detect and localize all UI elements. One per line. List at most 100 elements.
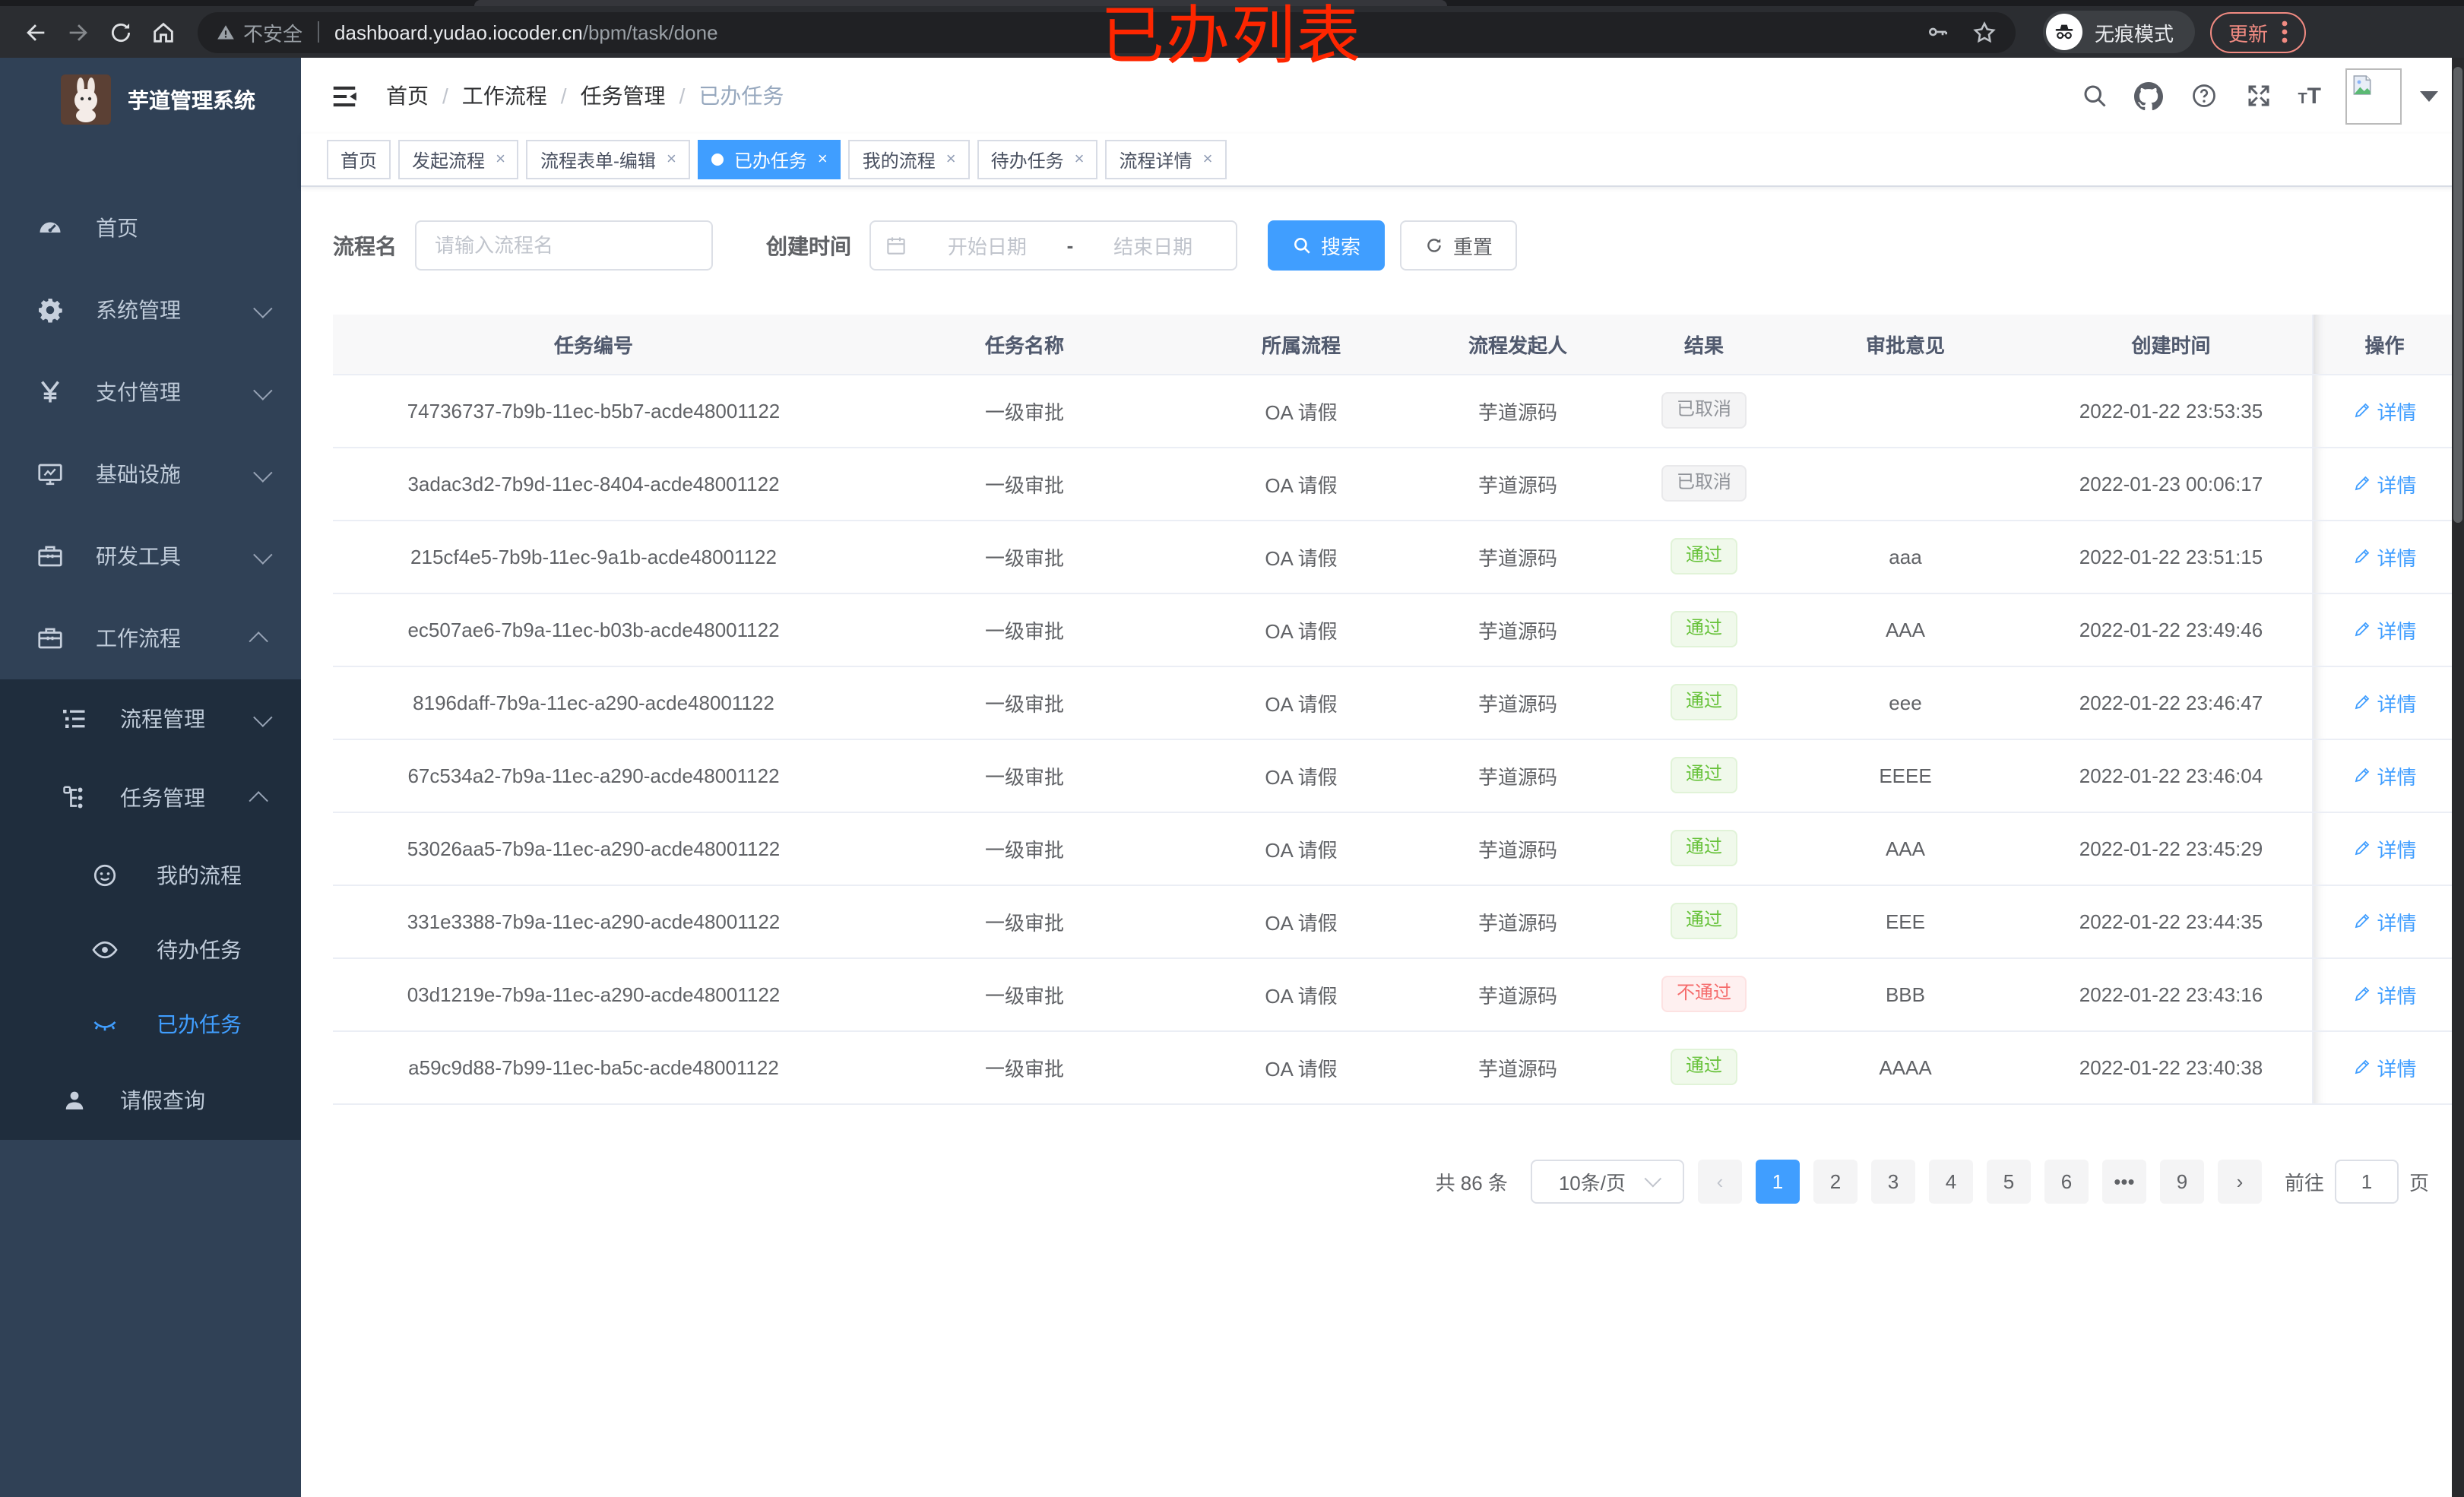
detail-link[interactable]: 详情 bbox=[2352, 396, 2417, 425]
chevron-up-icon bbox=[249, 631, 268, 650]
close-icon[interactable]: × bbox=[1074, 150, 1085, 168]
avatar[interactable] bbox=[2345, 68, 2402, 124]
sidebar-item-system[interactable]: 系统管理 bbox=[0, 269, 301, 351]
detail-link[interactable]: 详情 bbox=[2352, 834, 2417, 862]
sidebar-item-label: 基础设施 bbox=[96, 462, 181, 486]
sidebar-item-pay[interactable]: 支付管理 bbox=[0, 351, 301, 433]
sidebar-item-dev[interactable]: 研发工具 bbox=[0, 515, 301, 597]
sidebar-item-leave-query[interactable]: 请假查询 bbox=[0, 1061, 301, 1140]
breadcrumb: 首页 / 工作流程 / 任务管理 / 已办任务 bbox=[386, 81, 784, 111]
breadcrumb-item[interactable]: 工作流程 bbox=[461, 84, 547, 108]
tag-todo-task[interactable]: 待办任务 × bbox=[977, 140, 1098, 179]
detail-link[interactable]: 详情 bbox=[2352, 542, 2417, 571]
page-button-9[interactable]: 9 bbox=[2159, 1159, 2204, 1203]
sidebar-item-infra[interactable]: 基础设施 bbox=[0, 433, 301, 515]
sidebar-item-workflow[interactable]: 工作流程 bbox=[0, 597, 301, 679]
cell-comment: eee bbox=[1780, 666, 2031, 739]
sidebar-toggle-icon[interactable] bbox=[327, 79, 360, 112]
page-button-5[interactable]: 5 bbox=[1986, 1159, 2031, 1203]
search-icon[interactable] bbox=[2079, 81, 2109, 111]
key-icon[interactable] bbox=[1926, 20, 1950, 44]
scrollbar[interactable] bbox=[2452, 58, 2464, 1497]
cell-comment: AAA bbox=[1780, 812, 2031, 885]
close-icon[interactable]: × bbox=[1202, 150, 1213, 168]
reset-button-label: 重置 bbox=[1453, 236, 1493, 258]
cell-created: 2022-01-22 23:46:04 bbox=[2031, 739, 2312, 812]
detail-link[interactable]: 详情 bbox=[2352, 688, 2417, 717]
close-icon[interactable]: × bbox=[666, 150, 676, 168]
close-icon[interactable]: × bbox=[945, 150, 956, 168]
table-row: 215cf4e5-7b9b-11ec-9a1b-acde48001122 一级审… bbox=[333, 520, 2456, 593]
search-button[interactable]: 搜索 bbox=[1268, 220, 1386, 271]
cell-comment: EEE bbox=[1780, 885, 2031, 958]
sidebar-item-my-process[interactable]: 我的流程 bbox=[0, 837, 301, 912]
tag-my-process[interactable]: 我的流程 × bbox=[848, 140, 970, 179]
home-icon[interactable] bbox=[143, 12, 182, 52]
close-icon[interactable]: × bbox=[496, 150, 505, 168]
scrollbar-thumb[interactable] bbox=[2453, 67, 2462, 523]
cell-starter: 芋道源码 bbox=[1408, 885, 1628, 958]
font-size-icon[interactable]: TT bbox=[2298, 83, 2321, 109]
fullscreen-icon[interactable] bbox=[2243, 81, 2273, 111]
page-button-3[interactable]: 3 bbox=[1870, 1159, 1915, 1203]
goto-page-input[interactable] bbox=[2334, 1159, 2399, 1203]
cell-comment: EEEE bbox=[1780, 739, 2031, 812]
page-size-select[interactable]: 10条/页 bbox=[1530, 1159, 1684, 1203]
cell-created: 2022-01-22 23:43:16 bbox=[2031, 957, 2312, 1031]
tag-home[interactable]: 首页 bbox=[327, 140, 391, 179]
tag-done-task[interactable]: 已办任务 × bbox=[697, 140, 841, 179]
tag-start-process[interactable]: 发起流程 × bbox=[398, 140, 519, 179]
page-button-4[interactable]: 4 bbox=[1928, 1159, 1973, 1203]
reload-icon[interactable] bbox=[100, 12, 140, 52]
detail-link[interactable]: 详情 bbox=[2352, 907, 2417, 935]
sidebar-item-task-mgmt[interactable]: 任务管理 bbox=[0, 758, 301, 837]
sidebar-item-process-mgmt[interactable]: 流程管理 bbox=[0, 679, 301, 758]
browser-tab[interactable] bbox=[474, 0, 1447, 6]
github-icon[interactable] bbox=[2133, 81, 2164, 111]
chevron-down-icon bbox=[253, 544, 273, 564]
sidebar-item-home[interactable]: 首页 bbox=[0, 187, 301, 269]
detail-link[interactable]: 详情 bbox=[2352, 469, 2417, 498]
end-date-placeholder: 结束日期 bbox=[1113, 236, 1193, 258]
url-text[interactable]: dashboard.yudao.iocoder.cn/bpm/task/done bbox=[334, 21, 718, 43]
security-warning[interactable]: 不安全 bbox=[216, 17, 302, 46]
breadcrumb-item[interactable]: 首页 bbox=[386, 84, 429, 108]
update-button[interactable]: 更新 bbox=[2210, 11, 2307, 52]
result-badge: 通过 bbox=[1670, 757, 1737, 793]
page-button-1[interactable]: 1 bbox=[1755, 1159, 1800, 1203]
avatar-dropdown-caret[interactable] bbox=[2420, 90, 2438, 101]
detail-link[interactable]: 详情 bbox=[2352, 615, 2417, 644]
page-more-button[interactable]: ••• bbox=[2101, 1159, 2146, 1203]
forward-icon[interactable] bbox=[58, 12, 97, 52]
close-icon[interactable]: × bbox=[817, 150, 828, 168]
date-range-picker[interactable]: 开始日期 - 结束日期 bbox=[869, 220, 1237, 271]
help-icon[interactable] bbox=[2188, 81, 2219, 111]
breadcrumb-item[interactable]: 任务管理 bbox=[580, 84, 666, 108]
cell-task-name: 一级审批 bbox=[854, 812, 1195, 885]
detail-link[interactable]: 详情 bbox=[2352, 1052, 2417, 1081]
logo-image bbox=[61, 74, 111, 125]
page-button-6[interactable]: 6 bbox=[2044, 1159, 2089, 1203]
detail-link[interactable]: 详情 bbox=[2352, 761, 2417, 790]
bookmark-star-icon[interactable] bbox=[1972, 19, 1997, 45]
tag-form-edit[interactable]: 流程表单-编辑 × bbox=[526, 140, 690, 179]
eye-closed-icon bbox=[90, 1009, 119, 1038]
next-page-button[interactable]: › bbox=[2217, 1159, 2262, 1203]
page-button-2[interactable]: 2 bbox=[1813, 1159, 1858, 1203]
prev-page-button[interactable]: ‹ bbox=[1697, 1159, 1742, 1203]
result-badge: 通过 bbox=[1670, 538, 1737, 574]
app-logo[interactable]: 芋道管理系统 bbox=[0, 58, 301, 141]
detail-link[interactable]: 详情 bbox=[2352, 980, 2417, 1008]
url-bar[interactable]: 不安全 dashboard.yudao.iocoder.cn/bpm/task/… bbox=[198, 11, 2016, 52]
process-name-input[interactable] bbox=[415, 220, 713, 271]
result-badge: 通过 bbox=[1670, 1049, 1737, 1085]
detail-link-label: 详情 bbox=[2377, 1057, 2417, 1080]
sidebar-item-todo-task[interactable]: 待办任务 bbox=[0, 912, 301, 986]
reset-button[interactable]: 重置 bbox=[1400, 220, 1518, 271]
cell-comment: BBB bbox=[1780, 957, 2031, 1031]
cell-result: 通过 bbox=[1628, 593, 1780, 666]
done-task-table: 任务编号 任务名称 所属流程 流程发起人 结果 审批意见 创建时间 操作 bbox=[333, 315, 2456, 1104]
sidebar-item-done-task[interactable]: 已办任务 bbox=[0, 986, 301, 1061]
tag-process-detail[interactable]: 流程详情 × bbox=[1105, 140, 1227, 179]
back-icon[interactable] bbox=[15, 12, 55, 52]
